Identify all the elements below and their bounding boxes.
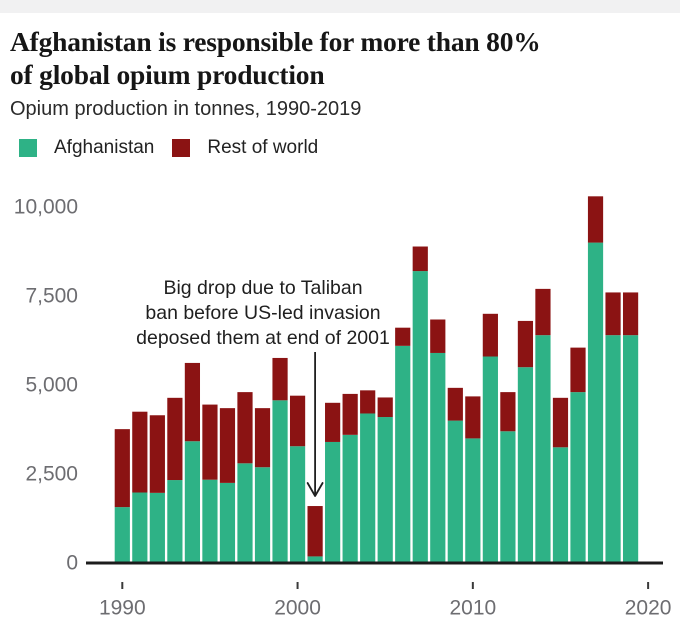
legend-label-afghanistan: Afghanistan <box>54 137 155 158</box>
bar-afghanistan-2007 <box>412 271 428 563</box>
title-line-2: of global opium production <box>10 59 325 90</box>
bar-rest-of-world-2003 <box>342 393 358 435</box>
annotation-arrowhead <box>306 482 324 497</box>
bar-afghanistan-2008 <box>430 352 446 563</box>
bar-rest-of-world-2000 <box>289 395 306 447</box>
bar-afghanistan-1991 <box>132 492 148 563</box>
x-tick-label-2000: 2000 <box>274 597 321 620</box>
x-tick-label-2010: 2010 <box>449 597 496 620</box>
opium-production-stacked-bar-chart: 0 2,500 5,000 7,500 10,000 1990 2000 2010 2020 Bi… <box>14 196 672 620</box>
bar-afghanistan-2005 <box>377 417 393 563</box>
bar-rest-of-world-2015 <box>552 397 569 448</box>
bar-rest-of-world-1999 <box>272 357 288 401</box>
bar-rest-of-world-1993 <box>167 397 183 481</box>
bar-afghanistan-2009 <box>447 420 463 563</box>
bar-rest-of-world-2006 <box>395 327 411 346</box>
bar-rest-of-world-2012 <box>500 392 516 432</box>
bar-rest-of-world-2009 <box>447 387 463 421</box>
bar-rest-of-world-2004 <box>360 390 376 414</box>
annotation-line-1: Big drop due to Taliban <box>163 277 362 299</box>
bar-afghanistan-2019 <box>622 335 639 563</box>
bar-afghanistan-1993 <box>167 480 183 563</box>
bar-afghanistan-2017 <box>587 242 604 563</box>
legend-swatch-rest-of-world <box>172 139 191 157</box>
bar-rest-of-world-2019 <box>622 292 639 336</box>
y-tick-label-5000: 5,000 <box>25 374 78 397</box>
bar-rest-of-world-1994 <box>184 362 201 442</box>
bar-rest-of-world-1997 <box>237 392 253 464</box>
legend-item-rest-of-world: Rest of world <box>172 137 318 159</box>
legend-label-rest-of-world: Rest of world <box>207 137 319 158</box>
bar-afghanistan-1992 <box>149 492 165 563</box>
bar-afghanistan-2010 <box>465 438 481 563</box>
bar-afghanistan-1994 <box>184 441 201 563</box>
bar-rest-of-world-1995 <box>202 404 218 480</box>
bar-rest-of-world-2013 <box>517 320 534 368</box>
bar-afghanistan-1990 <box>114 507 130 563</box>
bar-afghanistan-1999 <box>272 400 288 563</box>
bar-afghanistan-2006 <box>395 345 411 563</box>
bar-afghanistan-2000 <box>289 446 306 563</box>
bar-afghanistan-2001 <box>307 556 323 563</box>
legend-item-afghanistan: Afghanistan <box>19 137 154 159</box>
bar-afghanistan-2016 <box>570 392 586 563</box>
y-tick-label-2500: 2,500 <box>25 463 78 486</box>
bar-rest-of-world-1992 <box>149 415 165 493</box>
bar-afghanistan-2014 <box>535 335 551 563</box>
bar-afghanistan-2003 <box>342 434 358 563</box>
bar-afghanistan-2015 <box>552 447 569 563</box>
bar-afghanistan-2013 <box>517 367 534 563</box>
x-tick-label-2020: 2020 <box>625 597 672 620</box>
legend: Afghanistan Rest of world <box>19 137 336 159</box>
bar-afghanistan-1995 <box>202 479 218 563</box>
bar-rest-of-world-2001 <box>307 506 323 557</box>
bar-rest-of-world-2010 <box>465 396 481 439</box>
bar-afghanistan-2011 <box>482 356 498 563</box>
bar-rest-of-world-2018 <box>605 292 621 336</box>
bar-afghanistan-2012 <box>500 431 516 563</box>
bar-rest-of-world-2014 <box>535 288 551 336</box>
bar-rest-of-world-2008 <box>430 319 446 353</box>
annotation-line-3: deposed them at end of 2001 <box>136 327 390 349</box>
annotation-line-2: ban before US-led invasion <box>145 302 380 324</box>
bar-rest-of-world-2007 <box>412 246 428 272</box>
y-tick-label-7500: 7,500 <box>25 285 78 308</box>
y-tick-label-10000: 10,000 <box>14 196 78 219</box>
bar-afghanistan-1996 <box>219 482 236 563</box>
bar-rest-of-world-1991 <box>132 411 148 493</box>
bar-rest-of-world-2011 <box>482 313 498 357</box>
bar-rest-of-world-2005 <box>377 397 393 418</box>
bar-afghanistan-1998 <box>254 467 271 563</box>
top-strip <box>0 0 680 13</box>
bar-rest-of-world-1996 <box>219 408 236 483</box>
bar-rest-of-world-2016 <box>570 347 586 393</box>
chart-subtitle: Opium production in tonnes, 1990-2019 <box>10 98 362 120</box>
bar-rest-of-world-1998 <box>254 408 271 468</box>
bar-rest-of-world-2002 <box>325 402 341 442</box>
bar-afghanistan-2002 <box>325 441 341 563</box>
bar-afghanistan-1997 <box>237 463 253 563</box>
y-tick-label-0: 0 <box>66 552 78 575</box>
title-line-1: Afghanistan is responsible for more than… <box>10 26 541 57</box>
page-title: Afghanistan is responsible for more than… <box>10 25 670 91</box>
bar-rest-of-world-2017 <box>587 196 604 243</box>
bar-afghanistan-2018 <box>605 335 621 563</box>
bar-afghanistan-2004 <box>360 413 376 563</box>
legend-swatch-afghanistan <box>19 139 37 157</box>
bar-rest-of-world-1990 <box>114 429 130 508</box>
x-tick-label-1990: 1990 <box>99 597 146 620</box>
